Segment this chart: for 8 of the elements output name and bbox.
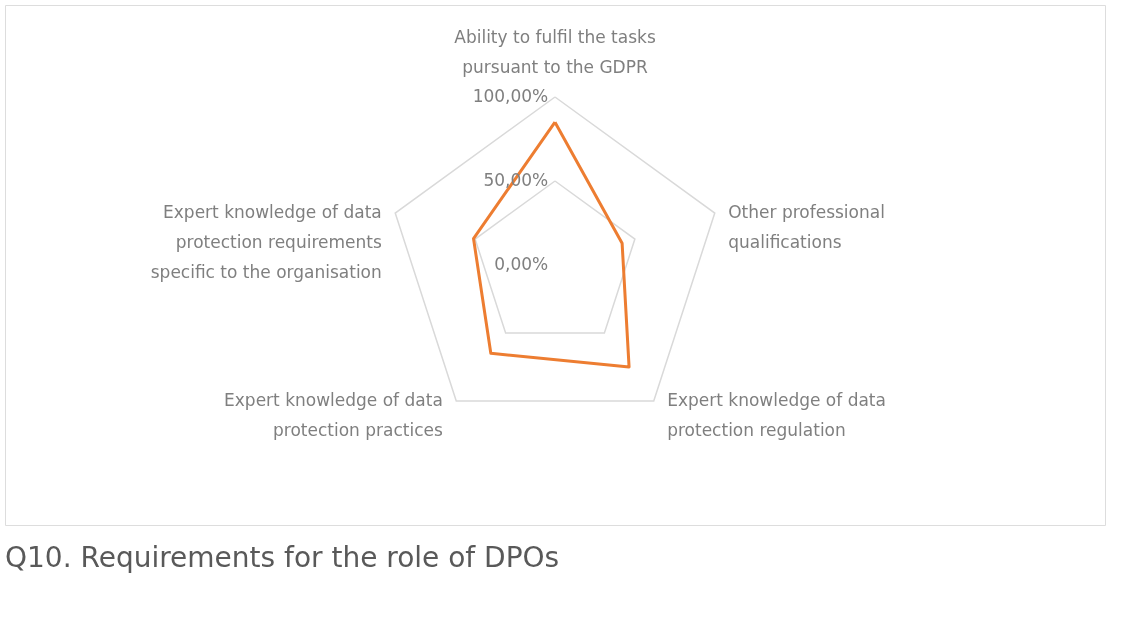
- text: Q10. Requirements for the role of DPOs: [5, 541, 560, 574]
- y-tick-label: 100,00%: [472, 86, 549, 106]
- spoke-label: Other professional qualifications: [728, 202, 885, 253]
- spoke-label: Expert knowledge of data protection practices: [224, 389, 443, 440]
- y-tick-label: 0,00%: [494, 254, 549, 274]
- spoke-label: Expert knowledge of data protection regulation: [667, 389, 886, 440]
- spoke-label: Expert knowledge of data protection requirements specific to the organisation: [150, 202, 382, 283]
- spoke-label: Ability to fulfil the tasks pursuant to the GDPR: [454, 26, 656, 77]
